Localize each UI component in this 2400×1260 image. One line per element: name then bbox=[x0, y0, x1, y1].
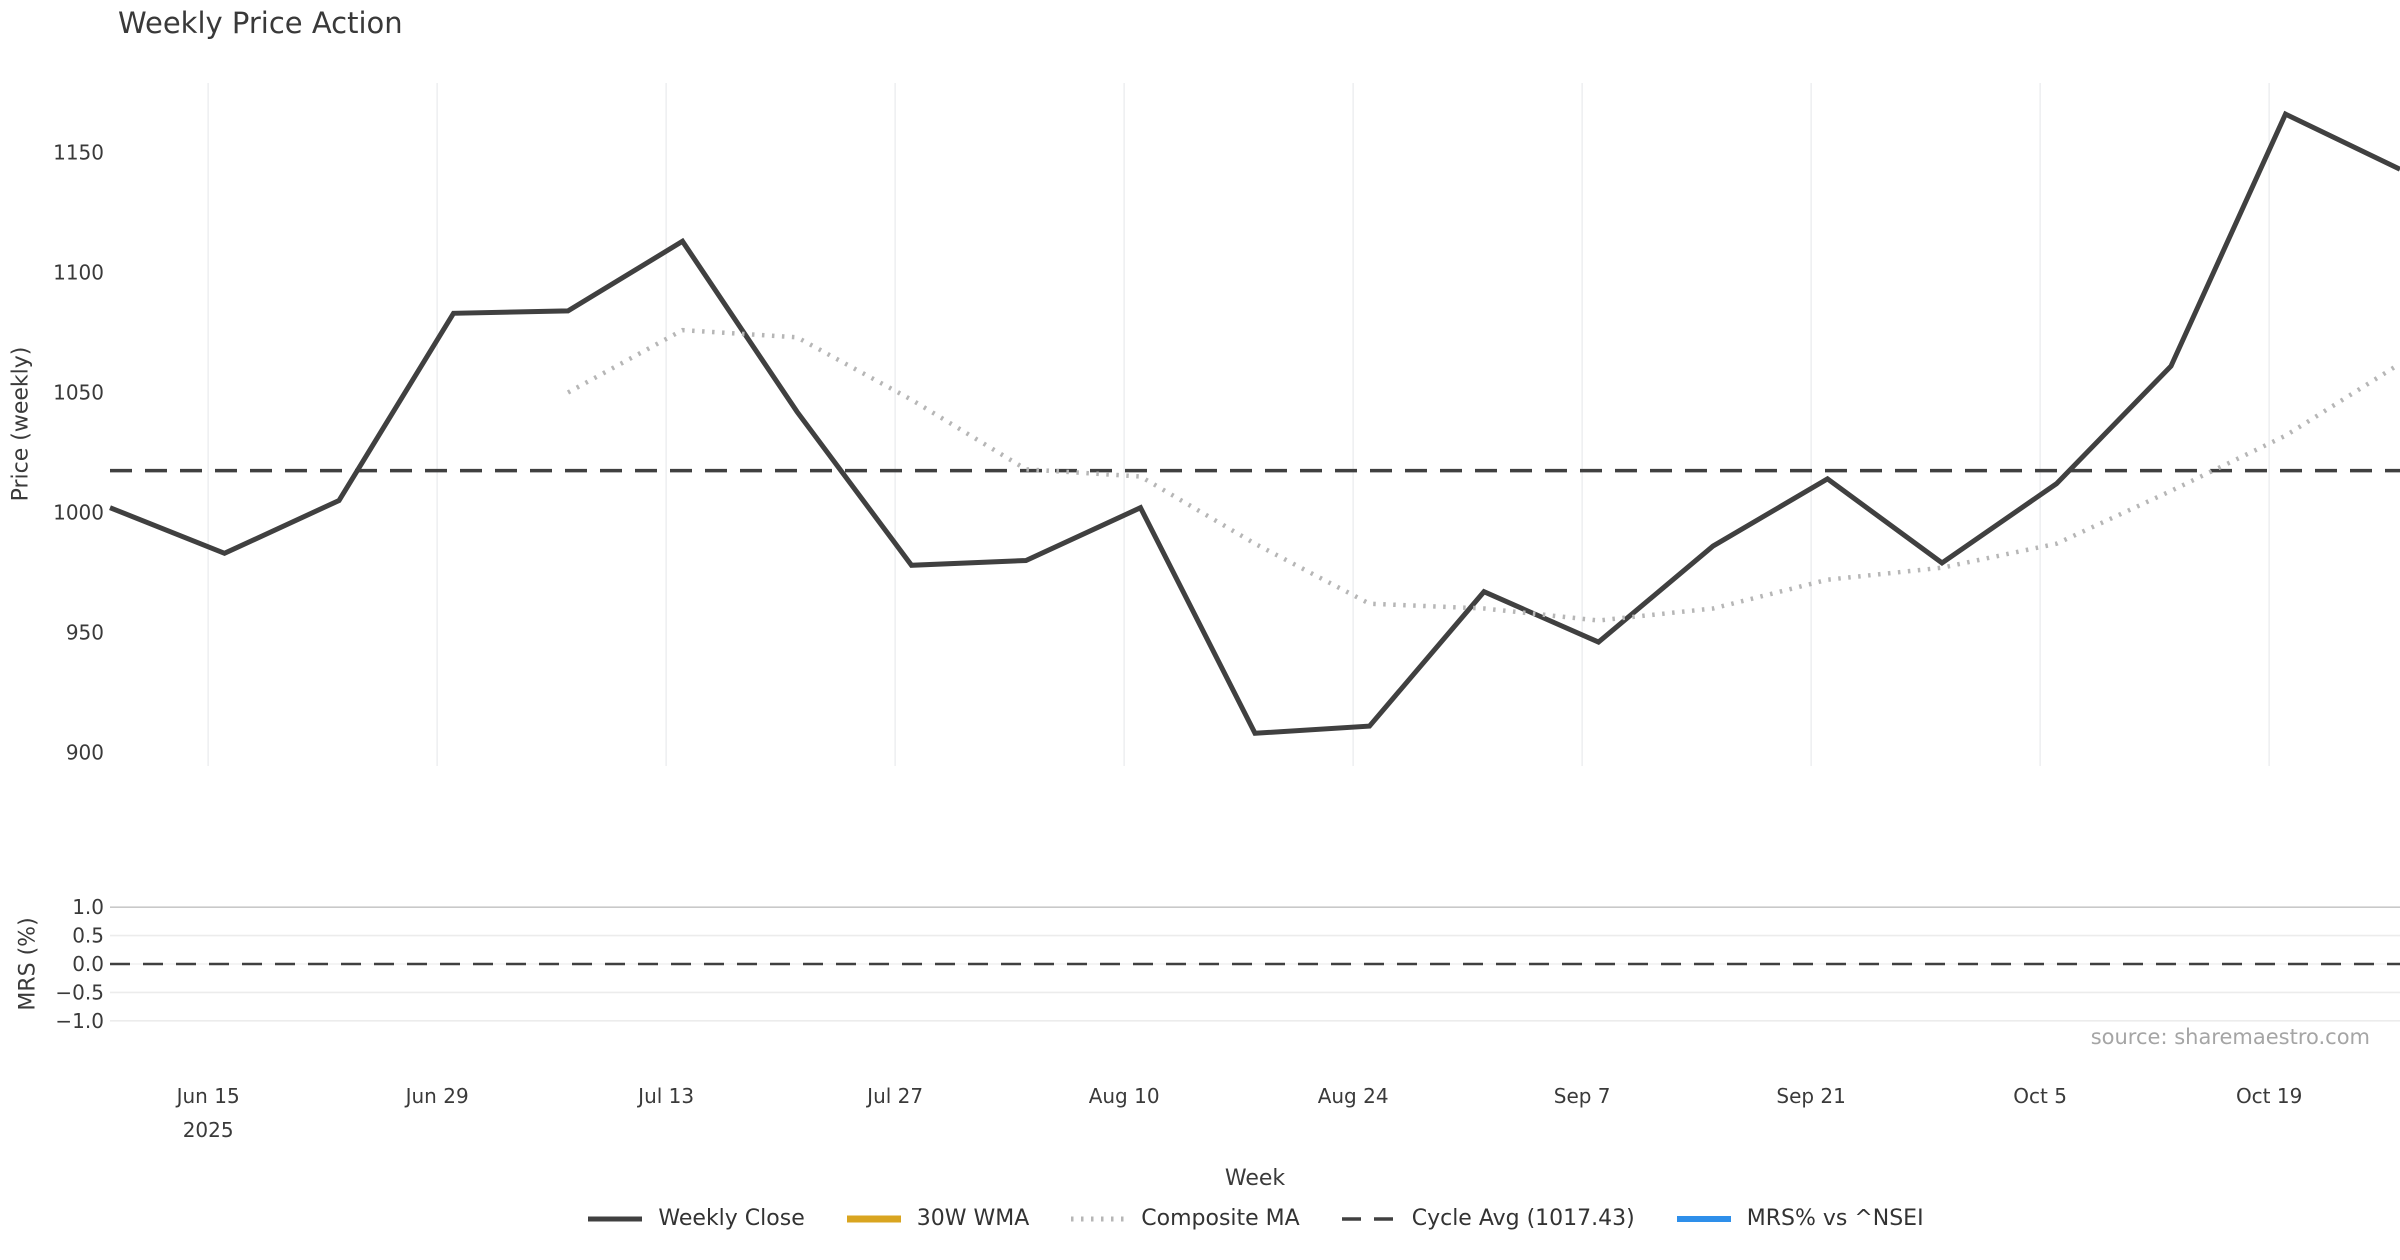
mrs-axis-label: MRS (%) bbox=[15, 917, 41, 1011]
legend: Weekly Close 30W WMA Composite MA Cycle Avg… bbox=[110, 1206, 2400, 1231]
x-tick-jun-29: Jun 29 bbox=[404, 1084, 469, 1108]
x-tick-jul-13: Jul 13 bbox=[636, 1084, 694, 1108]
price-ytick-1100: 1100 bbox=[53, 261, 104, 285]
composite-ma-line bbox=[566, 327, 2400, 623]
mrs-ytick-0-5: 0.5 bbox=[72, 924, 104, 948]
legend-item-cycle-avg-1017-43: Cycle Avg (1017.43) bbox=[1340, 1206, 1635, 1231]
source-note: source: sharemaestro.com bbox=[2090, 1025, 2370, 1049]
legend-item-30w-wma: 30W WMA bbox=[845, 1206, 1030, 1231]
mrs-vs-nsei-swatch-icon bbox=[1676, 1215, 1731, 1222]
x-tick-oct-19: Oct 19 bbox=[2236, 1084, 2302, 1108]
x-tick-labels: Jun 15 2025 Jun 29 Jul 13 Jul 27 Aug 10 Aug 24… bbox=[175, 1084, 2303, 1142]
mrs-ytick-0-5: −0.5 bbox=[55, 980, 104, 1004]
price-ytick-900: 900 bbox=[66, 741, 104, 765]
x-tick-sep-21: Sep 21 bbox=[1776, 1084, 1846, 1108]
x-tick-aug-10: Aug 10 bbox=[1089, 1084, 1160, 1108]
mrs-ytick-1-0: 1.0 bbox=[72, 895, 104, 919]
legend-label: Composite MA bbox=[1141, 1206, 1300, 1231]
mrs-ytick-labels: 1.0 0.5 0.0 −0.5 −1.0 bbox=[55, 895, 104, 1033]
x-tick-jun-15: Jun 15 bbox=[175, 1084, 240, 1108]
price-ytick-1150: 1150 bbox=[53, 141, 104, 165]
mrs-panel-gridlines bbox=[110, 906, 2400, 1022]
x-tick-oct-5: Oct 5 bbox=[2013, 1084, 2067, 1108]
legend-label: Cycle Avg (1017.43) bbox=[1411, 1206, 1635, 1231]
price-ytick-950: 950 bbox=[66, 621, 104, 645]
price-axis-label: Price (weekly) bbox=[8, 346, 34, 502]
price-ytick-labels: 1150 1100 1050 1000 950 900 bbox=[53, 141, 104, 765]
price-panel-gridlines bbox=[207, 83, 2270, 766]
legend-item-weekly-close: Weekly Close bbox=[586, 1206, 805, 1231]
weekly-close-line bbox=[109, 110, 2400, 736]
composite-ma-swatch-icon bbox=[1071, 1216, 1126, 1221]
x-tick-year: 2025 bbox=[183, 1118, 234, 1142]
x-axis-label: Week bbox=[1224, 1166, 1286, 1191]
legend-label: 30W WMA bbox=[916, 1206, 1030, 1231]
x-tick-jul-27: Jul 27 bbox=[865, 1084, 923, 1108]
price-ytick-1000: 1000 bbox=[53, 501, 104, 525]
30w-wma-swatch-icon bbox=[846, 1215, 901, 1222]
x-tick-sep-7: Sep 7 bbox=[1554, 1084, 1611, 1108]
weekly-close-swatch-icon bbox=[588, 1216, 643, 1221]
x-tick-aug-24: Aug 24 bbox=[1318, 1084, 1389, 1108]
legend-label: Weekly Close bbox=[658, 1206, 805, 1231]
cycle-avg-1017-43-swatch-icon bbox=[1341, 1216, 1396, 1221]
mrs-ytick-0-0: 0.0 bbox=[72, 952, 104, 976]
legend-label: MRS% vs ^NSEI bbox=[1746, 1206, 1924, 1231]
legend-item-mrs-vs-nsei: MRS% vs ^NSEI bbox=[1675, 1206, 1924, 1231]
price-ytick-1050: 1050 bbox=[53, 381, 104, 405]
legend-item-composite-ma: Composite MA bbox=[1069, 1206, 1300, 1231]
chart-title: Weekly Price Action bbox=[118, 6, 403, 40]
mrs-ytick-1-0: −1.0 bbox=[55, 1009, 104, 1033]
